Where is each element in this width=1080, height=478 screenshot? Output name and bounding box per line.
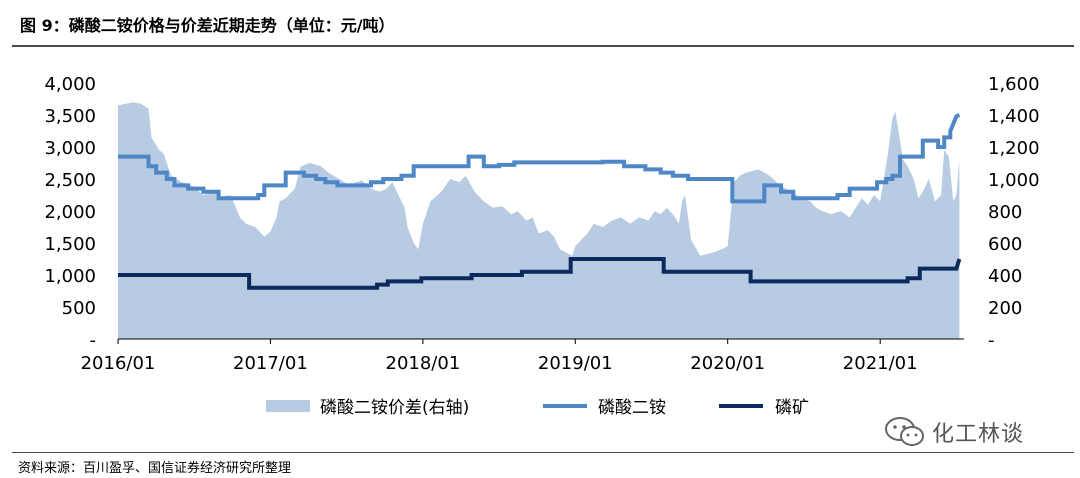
right-tick-label: 1,000 [988,170,1040,191]
series-line-dap [118,113,961,204]
right-tick-label: 1,200 [988,138,1040,159]
line-layer [118,113,962,290]
left-tick-label: 1,500 [44,234,96,255]
left-tick-label: 3,500 [44,106,96,127]
right-tick-label: 600 [988,234,1022,255]
x-tick-label: 2021/01 [843,353,918,374]
left-tick-label: 2,500 [44,170,96,191]
left-tick-label: - [90,330,97,351]
title-divider [12,45,1074,47]
right-axis: - 200 400 600 800 1,000 1,200 1,400 1,600 [988,74,1040,351]
chart: -5001,0001,5002,0002,5003,0003,5004,000 … [44,74,1039,418]
x-tick-label: 2020/01 [690,353,765,374]
x-tick-label: 2016/01 [81,353,156,374]
right-tick-label: 200 [988,298,1022,319]
left-axis: - 500 1,000 1,500 2,000 2,500 3,000 3,500 4,000 [44,74,96,351]
right-tick-label: 1,600 [988,74,1040,95]
legend-swatch-spread [266,400,310,412]
watermark-text: 化工林谈 [932,422,1025,447]
left-tick-label: 2,000 [44,202,96,223]
left-tick-label: 1,000 [44,266,96,287]
legend-label-dap: 磷酸二铵 [598,398,666,418]
wechat-icon [885,417,924,446]
figure-header: 图 9：磷酸二铵价格与价差近期走势（单位：元/吨） [0,0,1080,47]
source-note: 资料来源：百川盈孚、国信证券经济研究所整理 [18,461,292,476]
left-tick-label: 500 [62,298,96,319]
series-line-rock [118,257,962,290]
left-tick-label: 4,000 [44,74,96,95]
x-tick-label: 2017/01 [233,353,308,374]
right-tick-label: 400 [988,266,1022,287]
footer-divider [12,452,1074,453]
axes: -5001,0001,5002,0002,5003,0003,5004,000 … [44,74,1039,374]
spread-area-layer [118,102,960,339]
x-tick-label: 2018/01 [386,353,461,374]
legend: 磷酸二铵价差(右轴) 磷酸二铵 磷矿 [266,398,809,418]
right-tick-label: - [988,330,995,351]
watermark: 化工林谈 [884,412,1024,452]
legend-label-rock: 磷矿 [775,398,809,418]
series-area-spread [118,102,960,339]
right-tick-label: 800 [988,202,1022,223]
figure-title: 图 9：磷酸二铵价格与价差近期走势（单位：元/吨） [20,16,395,35]
right-tick-label: 1,400 [988,106,1040,127]
legend-label-spread: 磷酸二铵价差(右轴) [320,398,469,418]
left-tick-label: 3,000 [44,138,96,159]
plot-area [118,102,962,339]
x-axis: 2016/01 2017/01 2018/01 2019/01 2020/01 2021/… [81,339,918,374]
x-tick-label: 2019/01 [538,353,613,374]
